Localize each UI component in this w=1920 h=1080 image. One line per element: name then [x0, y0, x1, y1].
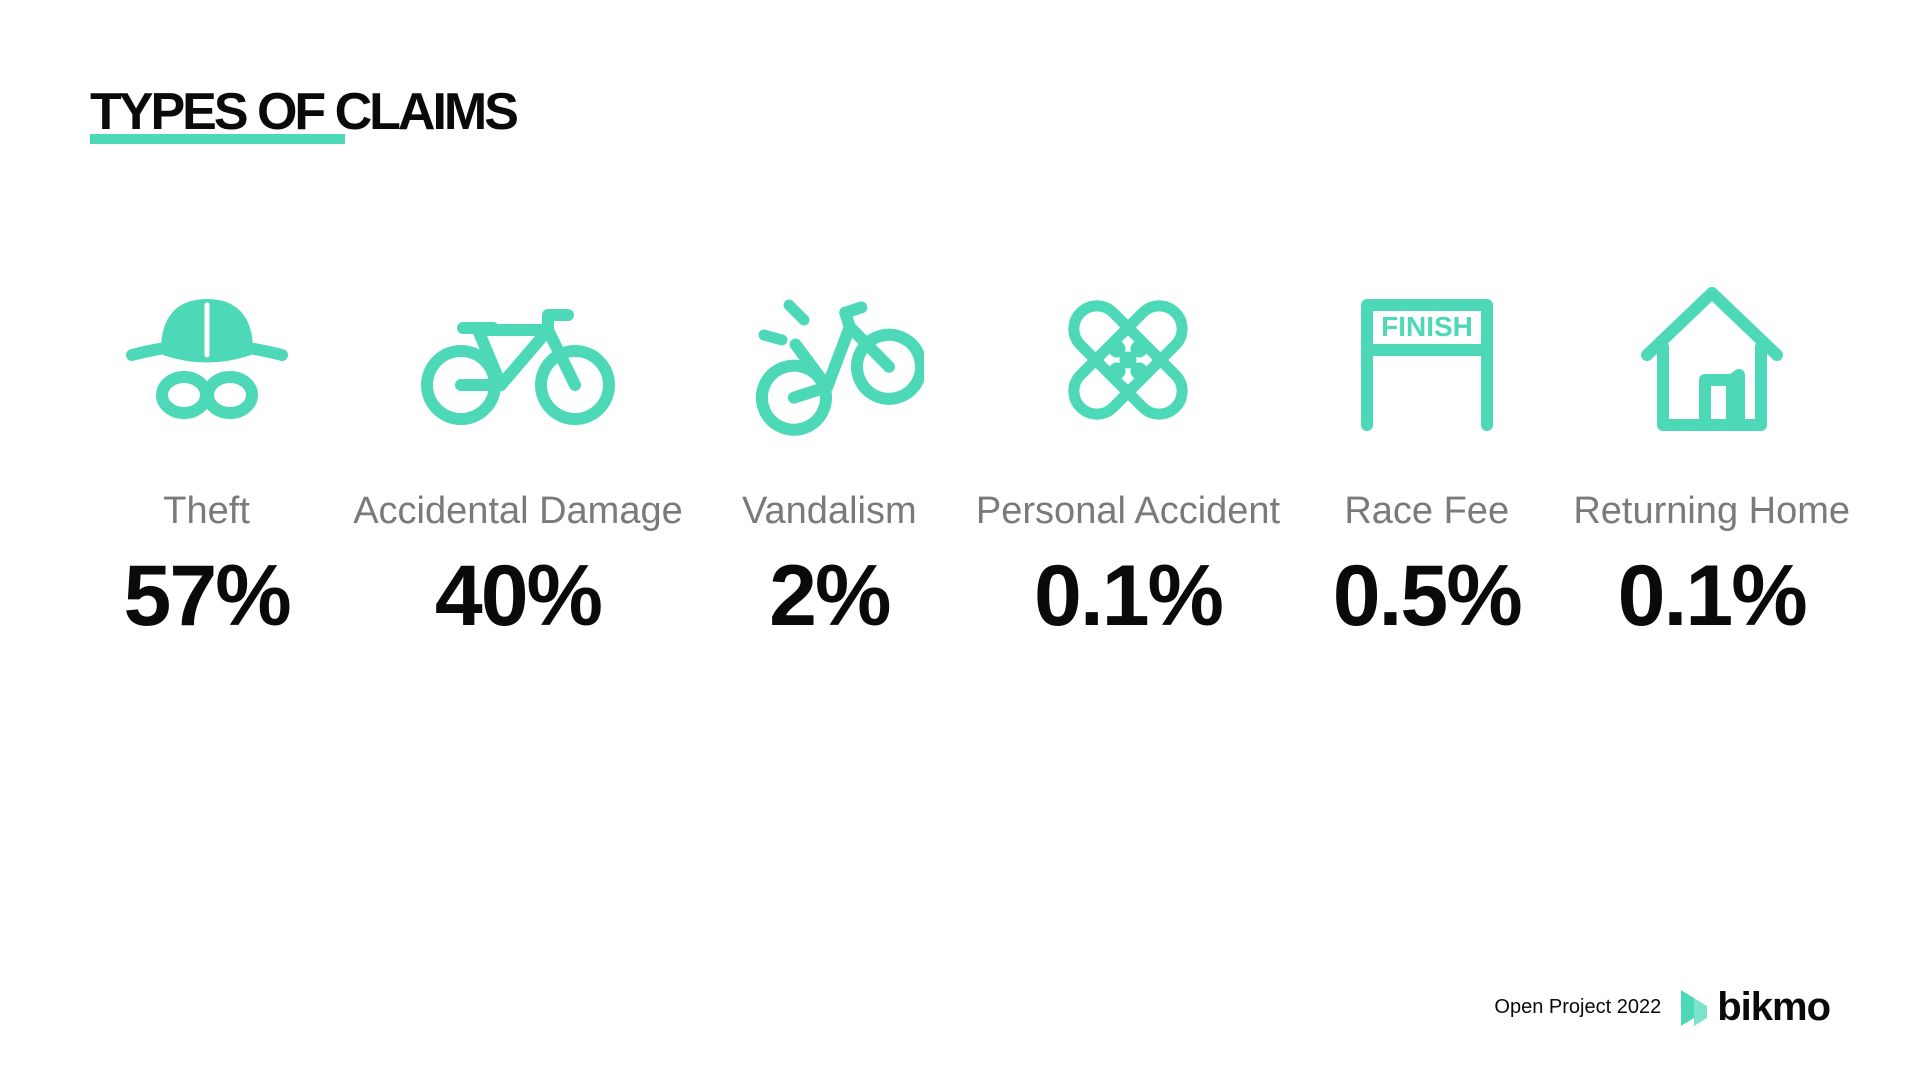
- finish-line-icon: FINISH: [1337, 270, 1517, 450]
- footer-text: Open Project 2022: [1494, 996, 1661, 1019]
- claim-value: 0.5%: [1333, 547, 1521, 646]
- claims-grid: Theft 57% Accidental Damage 40%: [70, 270, 1850, 646]
- claim-value: 2%: [769, 547, 889, 646]
- claim-label: Vandalism: [742, 490, 917, 533]
- claim-personal-accident: Personal Accident 0.1%: [976, 270, 1280, 646]
- claim-value: 57%: [124, 547, 290, 646]
- brand-name: bikmo: [1717, 985, 1830, 1030]
- footer: Open Project 2022 bikmo: [1494, 985, 1830, 1030]
- incognito-hat-icon: [112, 270, 302, 450]
- claim-label: Returning Home: [1573, 490, 1850, 533]
- house-icon: [1627, 270, 1797, 450]
- claim-vandalism: Vandalism 2%: [693, 270, 966, 646]
- broken-bicycle-icon: [734, 270, 924, 450]
- claim-label: Personal Accident: [976, 490, 1280, 533]
- claim-value: 0.1%: [1034, 547, 1222, 646]
- claim-value: 40%: [435, 547, 601, 646]
- page-title-wrap: TYPES OF CLAIMS: [90, 82, 516, 142]
- claim-value: 0.1%: [1618, 547, 1806, 646]
- page-title: TYPES OF CLAIMS: [90, 82, 516, 142]
- claim-label: Theft: [163, 490, 250, 533]
- bandage-cross-icon: [1043, 270, 1213, 450]
- bicycle-icon: [413, 270, 623, 450]
- claim-race-fee: FINISH Race Fee 0.5%: [1290, 270, 1563, 646]
- claim-label: Accidental Damage: [353, 490, 683, 533]
- claim-returning-home: Returning Home 0.1%: [1573, 270, 1850, 646]
- svg-text:FINISH: FINISH: [1381, 311, 1473, 342]
- claim-theft: Theft 57%: [70, 270, 343, 646]
- claim-accidental-damage: Accidental Damage 40%: [353, 270, 683, 646]
- claim-label: Race Fee: [1344, 490, 1509, 533]
- brand-logo: bikmo: [1677, 985, 1830, 1030]
- brand-mark-icon: [1677, 988, 1711, 1028]
